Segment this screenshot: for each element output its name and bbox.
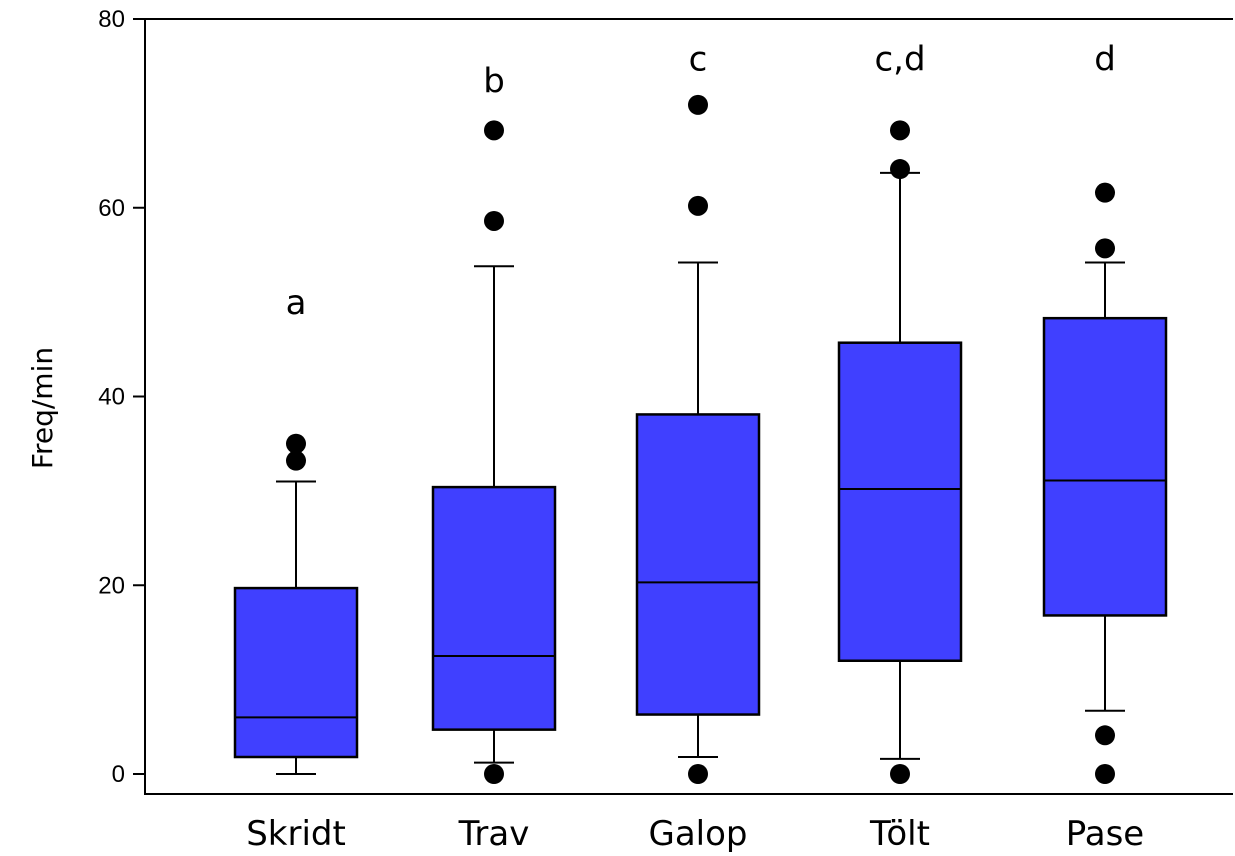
significance-label: b — [483, 61, 505, 101]
y-tick-label: 80 — [98, 6, 125, 33]
significance-label: d — [1094, 40, 1116, 80]
axes-frame — [144, 18, 1233, 795]
y-tick-label: 40 — [98, 384, 125, 411]
outlier-point — [1095, 725, 1115, 746]
significance-label: c — [689, 40, 708, 80]
outlier-point — [688, 195, 708, 216]
y-tick-label: 60 — [98, 195, 125, 222]
outlier-point — [890, 120, 910, 141]
y-tick-label: 20 — [98, 572, 125, 599]
outlier-point — [484, 120, 504, 141]
x-tick-label: Tölt — [869, 814, 930, 854]
significance-label: c,d — [874, 40, 925, 80]
outlier-point — [890, 159, 910, 180]
box-trav — [431, 485, 557, 731]
box-skridt — [233, 586, 359, 759]
box-galop — [635, 413, 761, 716]
x-tick-label: Trav — [458, 814, 530, 854]
outlier-point — [688, 94, 708, 115]
x-tick-label: Pase — [1066, 814, 1144, 854]
outlier-point — [484, 764, 504, 784]
box-tölt — [837, 341, 963, 662]
x-tick-label: Galop — [648, 814, 747, 854]
outlier-point — [890, 764, 910, 784]
outlier-point — [286, 433, 306, 454]
y-axis-label: Freq/min — [26, 347, 59, 469]
outlier-point — [1095, 764, 1115, 784]
plot-area: 0 20 40 60 80 a Skridt b Trav c Galop c,d Tölt d Pase — [98, 6, 1233, 854]
outlier-point — [1095, 238, 1115, 259]
outlier-point — [286, 450, 306, 471]
significance-label: a — [286, 283, 307, 323]
outlier-point — [484, 210, 504, 231]
x-tick-label: Skridt — [246, 814, 346, 854]
y-tick-label: 0 — [112, 761, 125, 788]
box-pase — [1042, 316, 1168, 617]
outlier-point — [688, 764, 708, 784]
outlier-point — [1095, 182, 1115, 203]
